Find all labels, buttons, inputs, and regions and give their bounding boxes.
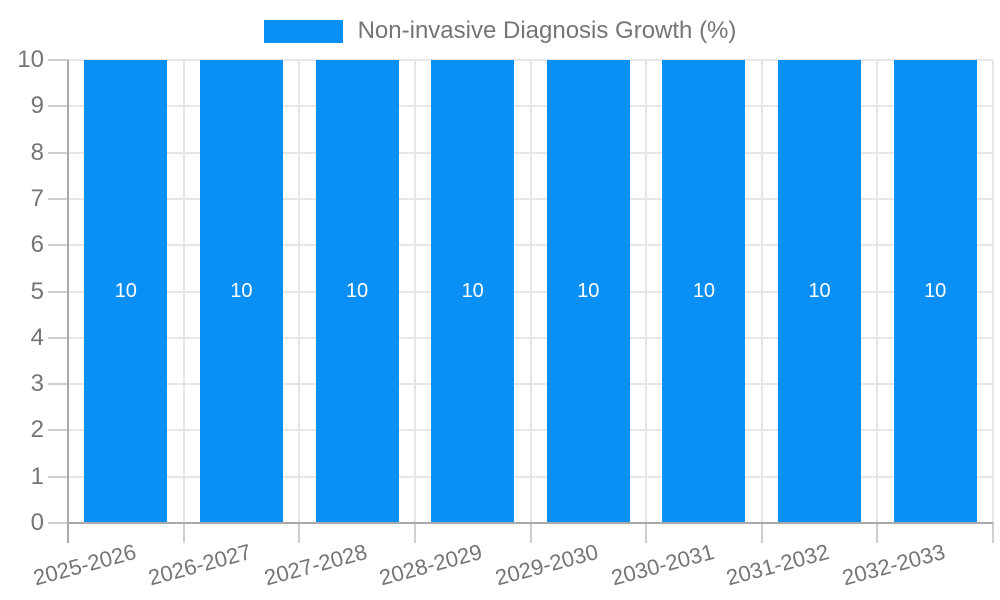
x-axis-tick bbox=[992, 523, 994, 543]
bar-value-label: 10 bbox=[230, 280, 253, 302]
x-axis-tick bbox=[529, 523, 532, 543]
x-grid-line bbox=[529, 60, 532, 523]
bar-value-label: 10 bbox=[808, 280, 831, 302]
x-axis-tick-label: 2025-2026 bbox=[30, 539, 139, 591]
y-axis-tick-label: 0 bbox=[30, 509, 44, 536]
x-axis-tick bbox=[67, 523, 69, 543]
x-axis-tick-label: 2027-2028 bbox=[261, 539, 370, 591]
y-axis-tick bbox=[48, 475, 68, 478]
y-axis-line bbox=[67, 60, 69, 523]
x-axis-tick bbox=[298, 523, 301, 543]
legend-label: Non-invasive Diagnosis Growth (%) bbox=[357, 17, 737, 44]
y-axis-tick bbox=[48, 522, 68, 524]
bar-value-label: 10 bbox=[461, 280, 484, 302]
x-axis-tick-label: 2028-2029 bbox=[377, 539, 486, 591]
bar: 10 bbox=[893, 60, 977, 523]
x-axis-tick-label: 2031-2032 bbox=[723, 539, 833, 591]
x-axis-tick-label: 2029-2030 bbox=[492, 539, 601, 591]
y-axis-tick-label: 6 bbox=[30, 231, 44, 259]
bar-value-label: 10 bbox=[577, 280, 600, 302]
y-axis-tick-label: 8 bbox=[30, 138, 44, 166]
bar-value-label: 10 bbox=[114, 280, 137, 302]
y-axis-tick-label: 1 bbox=[30, 462, 44, 490]
y-axis-tick bbox=[48, 290, 68, 293]
x-axis-tick bbox=[760, 523, 763, 543]
y-axis-tick bbox=[48, 151, 68, 154]
x-grid-line bbox=[182, 60, 185, 523]
x-axis-tick-label: 2026-2027 bbox=[145, 539, 254, 591]
bar: 10 bbox=[546, 60, 630, 523]
x-axis-tick bbox=[876, 523, 879, 543]
x-axis-tick bbox=[182, 523, 185, 543]
x-grid-line bbox=[645, 60, 648, 523]
y-axis-tick bbox=[48, 383, 68, 386]
y-axis-tick-label: 2 bbox=[30, 416, 44, 444]
x-grid-line bbox=[298, 60, 301, 523]
y-axis-tick bbox=[48, 429, 68, 432]
legend-swatch bbox=[263, 19, 343, 43]
bar: 10 bbox=[778, 60, 862, 523]
x-grid-line bbox=[413, 60, 416, 523]
y-axis-tick bbox=[48, 244, 68, 247]
x-grid-line bbox=[992, 60, 994, 523]
chart-legend-item[interactable]: Non-invasive Diagnosis Growth (%) bbox=[0, 17, 1000, 44]
bar: 10 bbox=[315, 60, 399, 523]
x-axis-tick bbox=[413, 523, 416, 543]
y-axis-tick-label: 9 bbox=[30, 92, 44, 120]
bar: 10 bbox=[84, 60, 168, 523]
y-axis-tick-label: 7 bbox=[30, 184, 44, 212]
x-axis-tick bbox=[645, 523, 648, 543]
x-axis-tick-label: 2030-2031 bbox=[608, 539, 717, 591]
bar-value-label: 10 bbox=[345, 280, 369, 302]
plot-area: 0 1 2 3 4 5 6 7 8 9 10 10 10 10 10 10 10 10 10 2025-2026 202… bbox=[17, 46, 994, 590]
bar-value-label: 10 bbox=[692, 280, 716, 302]
x-axis-tick-label: 2032-2033 bbox=[839, 539, 948, 591]
y-axis-tick bbox=[48, 336, 68, 339]
y-axis-tick-label: 3 bbox=[30, 370, 44, 398]
x-grid-line bbox=[760, 60, 763, 523]
y-axis-tick bbox=[48, 59, 68, 61]
y-axis-tick-label: 5 bbox=[30, 277, 44, 305]
y-axis-tick-label: 4 bbox=[30, 323, 44, 351]
x-grid-line bbox=[876, 60, 879, 523]
bar: 10 bbox=[199, 60, 283, 523]
bar-value-label: 10 bbox=[924, 280, 947, 302]
bar: 10 bbox=[662, 60, 746, 523]
bar: 10 bbox=[431, 60, 515, 523]
x-axis-line bbox=[68, 522, 993, 524]
y-axis-tick-label: 10 bbox=[17, 46, 44, 73]
y-axis-tick bbox=[48, 105, 68, 108]
y-axis-tick bbox=[48, 197, 68, 200]
